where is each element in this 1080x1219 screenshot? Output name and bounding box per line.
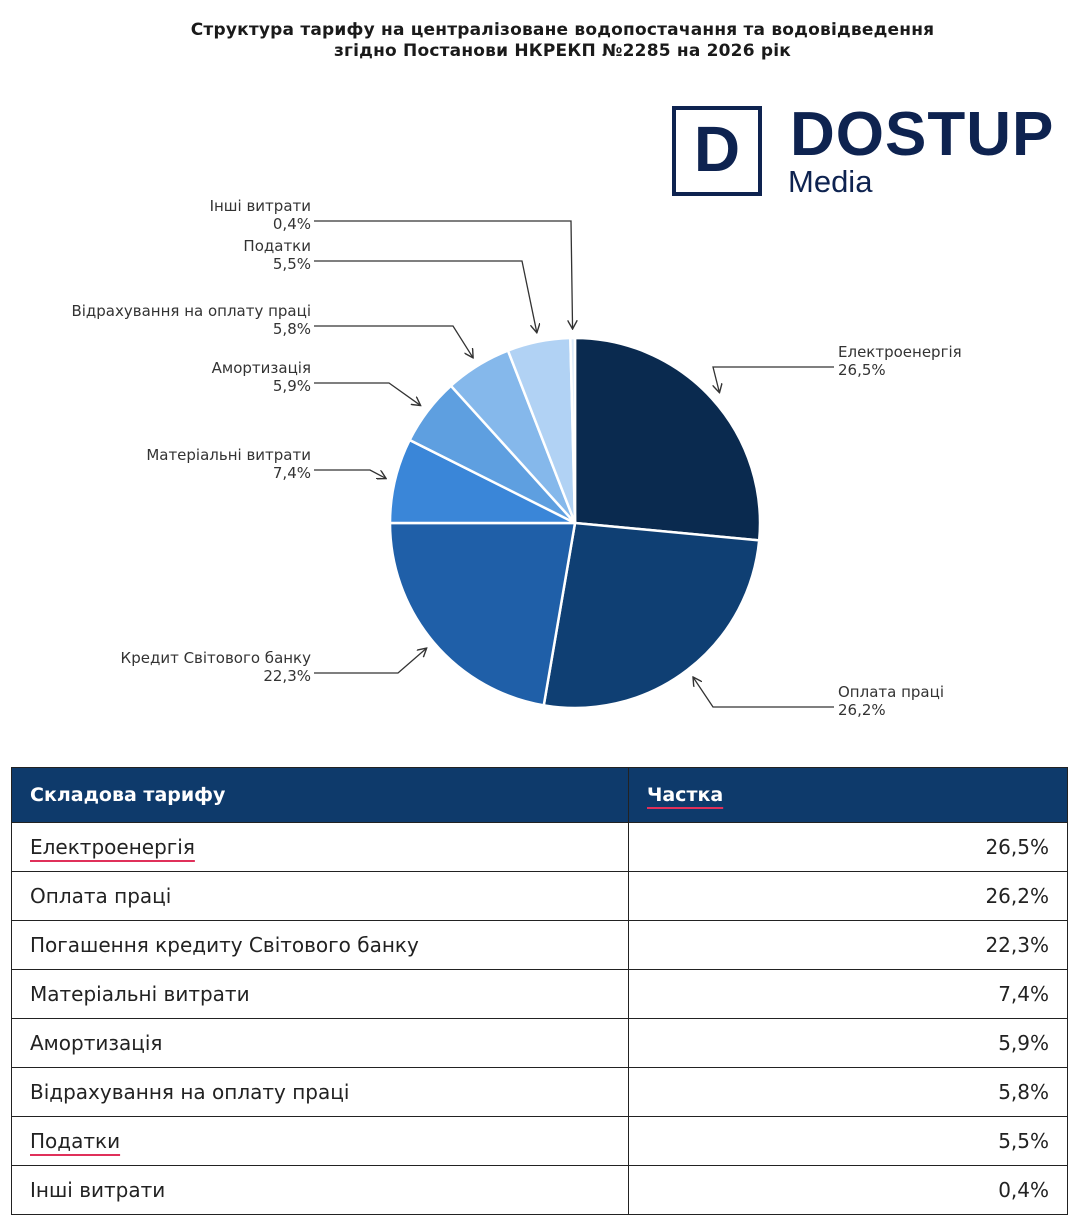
slice-label: Електроенергія: [838, 343, 962, 361]
leader-line: [314, 469, 385, 478]
row-value: 5,8%: [628, 1067, 1068, 1117]
chart-title: Структура тарифу на централізоване водоп…: [0, 20, 1080, 62]
table-row: Податки 5,5%: [11, 1116, 1068, 1166]
row-label: Податки: [11, 1116, 629, 1166]
table-row: Погашення кредиту Світового банку 22,3%: [11, 920, 1068, 970]
slice-value-label: 0,4%: [273, 215, 311, 233]
row-value: 26,5%: [628, 822, 1068, 872]
table-row: Інші витрати 0,4%: [11, 1165, 1068, 1215]
logo-wordmark: DOSTUP: [790, 100, 1055, 169]
pie-slice: [569, 336, 577, 524]
row-value: 7,4%: [628, 969, 1068, 1019]
logo-subtitle: Media: [788, 164, 873, 199]
pie-slice: [573, 336, 762, 542]
row-label: Електроенергія: [11, 822, 629, 872]
slice-value-label: 5,5%: [273, 255, 311, 273]
row-value: 5,9%: [628, 1018, 1068, 1068]
row-value: 5,5%: [628, 1116, 1068, 1166]
slice-value-label: 7,4%: [273, 464, 311, 482]
pie-leader-lines: [314, 220, 834, 708]
leader-line: [314, 325, 473, 357]
header-component: Складова тарифу: [11, 767, 629, 823]
table-header-row: Складова тарифу Частка: [11, 767, 1068, 823]
pie-slices: [388, 336, 762, 710]
table-row: Оплата праці 26,2%: [11, 871, 1068, 921]
leader-line: [314, 260, 537, 332]
slice-value-label: 26,5%: [838, 361, 886, 379]
row-label-text: Податки: [30, 1129, 121, 1153]
title-line-1: Структура тарифу на централізоване водоп…: [190, 20, 935, 40]
row-label: Оплата праці: [11, 871, 629, 921]
header-share-text: Частка: [647, 784, 724, 806]
row-label: Погашення кредиту Світового банку: [11, 920, 629, 970]
row-value: 0,4%: [628, 1165, 1068, 1215]
row-value: 22,3%: [628, 920, 1068, 970]
slice-value-label: 22,3%: [263, 667, 311, 685]
pie-slice: [542, 521, 761, 710]
title-line-2: згідно Постанови НКРЕКП №2285 на 2026 рі…: [333, 41, 791, 61]
slice-label: Матеріальні витрати: [146, 446, 311, 464]
table-row: Відрахування на оплату праці 5,8%: [11, 1067, 1068, 1117]
table-row: Матеріальні витрати 7,4%: [11, 969, 1068, 1019]
slice-value-label: 5,8%: [273, 320, 311, 338]
row-label: Відрахування на оплату праці: [11, 1067, 629, 1117]
row-label: Амортизація: [11, 1018, 629, 1068]
slice-label: Податки: [243, 237, 311, 255]
slice-value-label: 5,9%: [273, 377, 311, 395]
logo-box: [672, 106, 762, 196]
row-label-text: Електроенергія: [30, 835, 195, 859]
slice-label: Амортизація: [212, 359, 311, 377]
table-row: Електроенергія 26,5%: [11, 822, 1068, 872]
row-value: 26,2%: [628, 871, 1068, 921]
tariff-table: Складова тарифу Частка Електроенергія 26…: [11, 767, 1068, 1215]
pie-slice: [388, 521, 577, 707]
row-label: Інші витрати: [11, 1165, 629, 1215]
slice-label: Оплата праці: [838, 683, 944, 701]
slice-label: Відрахування на оплату праці: [71, 302, 311, 320]
leader-line: [314, 382, 420, 405]
leader-line: [314, 649, 426, 674]
table-row: Амортизація 5,9%: [11, 1018, 1068, 1068]
row-label: Матеріальні витрати: [11, 969, 629, 1019]
leader-line: [314, 220, 573, 328]
slice-label: Кредит Світового банку: [121, 649, 312, 667]
leader-line: [694, 678, 834, 708]
slice-value-label: 26,2%: [838, 701, 886, 719]
logo-letter: D: [693, 113, 741, 185]
leader-line: [712, 366, 834, 392]
header-share: Частка: [628, 767, 1068, 823]
slice-label: Інші витрати: [210, 197, 311, 215]
